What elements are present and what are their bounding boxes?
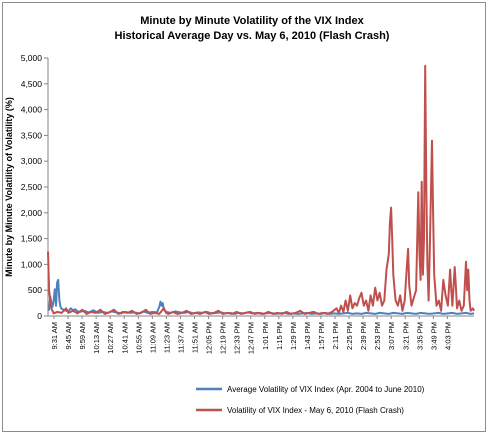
y-tick-label: 0 bbox=[37, 311, 42, 321]
x-tick-label: 3:21 PM bbox=[401, 322, 410, 350]
x-tick-label: 12:33 PM bbox=[233, 322, 242, 354]
x-tick-label: 12:19 PM bbox=[219, 322, 228, 354]
x-tick-label: 12:05 PM bbox=[205, 322, 214, 354]
x-tick-label: 1:01 PM bbox=[261, 322, 270, 350]
x-tick-label: 10:27 AM bbox=[106, 322, 115, 354]
x-tick-label: 10:55 AM bbox=[134, 322, 143, 354]
x-tick-label: 11:51 AM bbox=[191, 322, 200, 353]
x-tick-label: 11:23 AM bbox=[162, 322, 171, 353]
y-tick-label: 2,000 bbox=[21, 208, 43, 218]
y-tick-label: 3,000 bbox=[21, 156, 43, 166]
x-tick-label: 2:53 PM bbox=[373, 322, 382, 350]
x-tick-label: 12:47 PM bbox=[247, 322, 256, 354]
legend: Average Volatility of VIX Index (Apr. 20… bbox=[196, 385, 425, 415]
x-tick-label: 2:39 PM bbox=[359, 322, 368, 350]
x-tick-label: 11:09 AM bbox=[148, 322, 157, 353]
y-tick-label: 4,000 bbox=[21, 105, 43, 115]
x-tick-label: 3:35 PM bbox=[415, 322, 424, 350]
y-tick-label: 1,000 bbox=[21, 259, 43, 269]
series-group bbox=[47, 64, 475, 315]
x-tick-label: 10:13 AM bbox=[92, 322, 101, 354]
x-tick-label: 10:41 AM bbox=[120, 322, 129, 354]
legend-label-flash-crash: Volatility of VIX Index - May 6, 2010 (F… bbox=[227, 406, 404, 415]
y-tick-label: 1,500 bbox=[21, 234, 43, 244]
chart-subtitle: Historical Average Day vs. May 6, 2010 (… bbox=[115, 30, 390, 42]
y-axis-ticks: 0 500 1,000 1,500 2,000 2,500 3,000 3,500 4,000 4… bbox=[21, 53, 48, 321]
plot-area bbox=[47, 58, 474, 317]
chart-frame bbox=[2, 2, 486, 432]
series-line-flash-crash bbox=[47, 64, 475, 315]
x-tick-label: 4:03 PM bbox=[443, 322, 452, 350]
x-tick-label: 2:11 PM bbox=[331, 322, 340, 349]
y-tick-label: 2,500 bbox=[21, 182, 43, 192]
y-axis-label: Minute by Minute Volatility of Volatilit… bbox=[4, 97, 14, 277]
x-tick-label: 2:25 PM bbox=[345, 322, 354, 350]
x-tick-label: 3:49 PM bbox=[429, 322, 438, 350]
x-axis-ticks: 9:31 AM 9:45 AM 9:59 AM 10:13 AM 10:27 AM 10:… bbox=[50, 316, 452, 354]
x-tick-label: 9:31 AM bbox=[50, 322, 59, 350]
y-tick-label: 4,500 bbox=[21, 79, 43, 89]
x-tick-label: 1:43 PM bbox=[303, 322, 312, 350]
legend-label-average: Average Volatility of VIX Index (Apr. 20… bbox=[227, 385, 425, 394]
x-tick-label: 1:57 PM bbox=[317, 322, 326, 350]
y-tick-label: 3,500 bbox=[21, 130, 43, 140]
x-tick-label: 9:59 AM bbox=[78, 322, 87, 350]
x-tick-label: 1:15 PM bbox=[275, 322, 284, 350]
y-tick-label: 500 bbox=[28, 285, 42, 295]
y-tick-label: 5,000 bbox=[21, 53, 43, 63]
x-tick-label: 9:45 AM bbox=[64, 322, 73, 350]
chart-title: Minute by Minute Volatility of the VIX I… bbox=[140, 15, 364, 27]
x-tick-label: 11:37 AM bbox=[176, 322, 185, 353]
x-tick-label: 1:29 PM bbox=[289, 322, 298, 350]
x-tick-label: 3:07 PM bbox=[387, 322, 396, 350]
